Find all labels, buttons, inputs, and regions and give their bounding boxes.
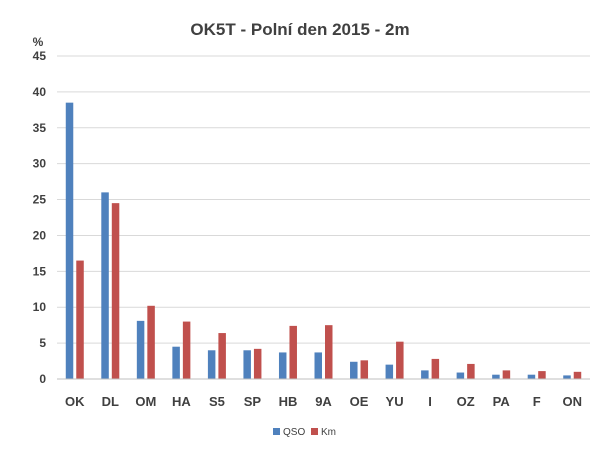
bar-qso-sp <box>243 350 251 379</box>
y-tick-label-0: 0 <box>39 372 46 386</box>
bar-qso-oz <box>456 372 465 379</box>
bar-km-ha <box>182 321 191 379</box>
bar-km-9a <box>325 325 333 379</box>
category-label-oz: OZ <box>457 394 475 409</box>
bar-km-ok <box>76 260 84 379</box>
bar-qso-dl <box>101 192 109 379</box>
category-label-on: ON <box>562 394 582 409</box>
y-tick-label-40: 40 <box>33 85 47 99</box>
bar-km-s5 <box>218 333 226 379</box>
bar-km-oe <box>360 360 369 379</box>
bars <box>65 102 582 380</box>
category-label-sp: SP <box>244 394 262 409</box>
bar-km-oz <box>467 363 475 379</box>
category-label-s5: S5 <box>209 394 225 409</box>
bar-qso-oe <box>350 361 358 379</box>
y-tick-label-30: 30 <box>33 157 47 171</box>
bar-qso-pa <box>492 374 500 379</box>
category-label-pa: PA <box>493 394 511 409</box>
gridlines <box>57 55 590 344</box>
bar-qso-on <box>563 375 571 379</box>
y-tick-label-15: 15 <box>33 264 47 278</box>
category-label-oe: OE <box>350 394 369 409</box>
category-label-f: F <box>533 394 541 409</box>
legend-label-km: Km <box>321 427 336 438</box>
category-label-ha: HA <box>172 394 191 409</box>
legend-swatch-qso <box>273 428 280 435</box>
bar-km-dl <box>111 203 120 379</box>
legend: QSO Km <box>273 427 336 438</box>
bar-km-yu <box>396 341 404 379</box>
y-tick-label-5: 5 <box>39 336 46 350</box>
bar-km-on <box>573 371 582 379</box>
y-tick-label-20: 20 <box>33 228 47 242</box>
category-label-hb: HB <box>279 394 298 409</box>
category-label-dl: DL <box>102 394 119 409</box>
y-tick-label-25: 25 <box>33 193 47 207</box>
bar-qso-9a <box>314 352 322 379</box>
chart-title: OK5T - Polní den 2015 - 2m <box>190 20 409 39</box>
y-tick-label-45: 45 <box>33 49 47 63</box>
bar-qso-ha <box>172 346 180 379</box>
y-axis-ticks: 0 5 10 15 20 25 30 35 40 45 <box>33 49 47 386</box>
category-label-9a: 9A <box>315 394 332 409</box>
bar-qso-ok <box>65 102 74 380</box>
bar-qso-f <box>527 374 536 379</box>
bar-km-sp <box>253 348 262 379</box>
category-label-i: I <box>428 394 432 409</box>
y-axis-unit: % <box>33 35 44 49</box>
category-labels: OK DL OM HA S5 SP HB 9A OE YU I OZ PA F ON <box>65 394 582 409</box>
category-label-om: OM <box>135 394 156 409</box>
bar-qso-om <box>136 320 145 379</box>
bar-km-hb <box>289 325 297 379</box>
bar-qso-i <box>421 370 429 379</box>
legend-label-qso: QSO <box>283 427 305 438</box>
y-tick-label-35: 35 <box>33 121 47 135</box>
bar-km-f <box>538 371 546 379</box>
category-label-yu: YU <box>386 394 404 409</box>
bar-qso-s5 <box>207 350 216 379</box>
bar-km-om <box>147 305 155 379</box>
legend-swatch-km <box>311 428 318 435</box>
bar-km-i <box>431 358 440 379</box>
bar-qso-hb <box>278 352 287 379</box>
bar-qso-yu <box>385 364 394 379</box>
y-tick-label-10: 10 <box>33 300 47 314</box>
category-label-ok: OK <box>65 394 85 409</box>
bar-km-pa <box>502 370 511 379</box>
